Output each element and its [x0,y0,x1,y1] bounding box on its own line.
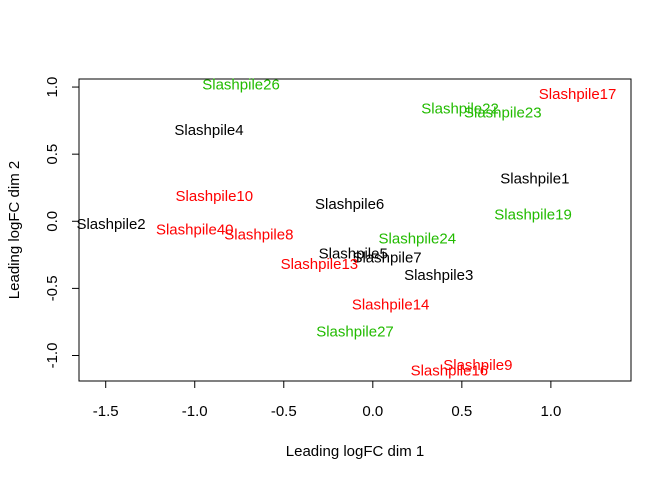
point-label: Slashpile26 [202,76,280,93]
point-label: Slashpile9 [443,357,512,374]
y-tick-label: -1.0 [44,343,61,369]
point-label: Slashpile5 [319,245,388,262]
x-tick-label: -1.0 [182,403,208,420]
point-label: Slashpile27 [316,323,394,340]
point-label: Slashpile14 [352,296,430,313]
y-tick-label: -0.5 [44,275,61,301]
point-label: Slashpile23 [464,105,542,122]
x-tick-label: 0.0 [362,403,383,420]
point-label: Slashpile2 [76,216,145,233]
point-label: Slashpile40 [156,221,234,238]
point-label: Slashpile3 [404,267,473,284]
y-tick-label: 0.0 [44,211,61,232]
point-label: Slashpile19 [494,207,572,224]
y-axis: -1.0 -0.5 0.0 0.5 1.0 [44,77,80,369]
point-label: Slashpile17 [539,86,617,103]
point-label: Slashpile1 [500,170,569,187]
point-label: Slashpile7 [352,250,421,267]
point-label: Slashpile16 [411,362,489,379]
y-axis-title: Leading logFC dim 2 [6,161,23,299]
point-label: Slashpile8 [224,227,293,244]
point-label: Slashpile24 [379,231,457,248]
data-points: Slashpile26Slashpile17Slashpile22Slashpi… [76,76,616,379]
y-tick-label: 1.0 [44,77,61,98]
x-axis: -1.5 -1.0 -0.5 0.0 0.5 1.0 [93,380,561,420]
point-label: Slashpile22 [421,101,499,118]
point-label: Slashpile6 [315,196,384,213]
point-label: Slashpile4 [174,122,243,139]
x-tick-label: -1.5 [93,403,119,420]
y-tick-label: 0.5 [44,144,61,165]
x-tick-label: 0.5 [451,403,472,420]
x-axis-title: Leading logFC dim 1 [286,443,424,460]
point-label: Slashpile10 [176,188,254,205]
point-label: Slashpile13 [281,256,359,273]
x-tick-label: 1.0 [540,403,561,420]
x-tick-label: -0.5 [271,403,297,420]
